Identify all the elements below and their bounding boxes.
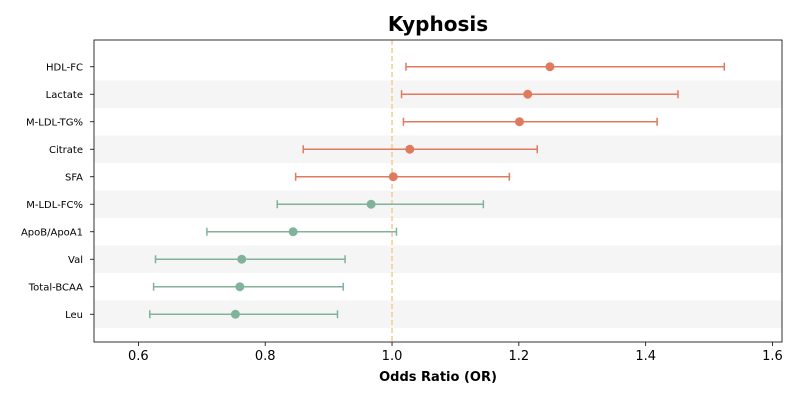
x-tick-label: 0.6: [128, 349, 149, 364]
y-tick-label: Val: [68, 255, 83, 266]
y-tick-label: Total-BCAA: [28, 282, 83, 293]
plot-frame: [93, 39, 783, 343]
y-tick-label: ApoB/ApoA1: [21, 227, 83, 238]
or-point: [230, 309, 240, 319]
x-tick-label: 0.8: [255, 349, 276, 364]
y-tick-label: M-LDL-FC%: [26, 200, 83, 211]
y-tick-label: HDL-FC: [46, 62, 83, 73]
or-point: [237, 254, 247, 264]
y-tick-label: Citrate: [49, 145, 83, 156]
plot-area: HDL-FC Lactate M-LDL-TG% Citrate SFA M-LDL-FC…: [21, 39, 783, 364]
or-point: [235, 282, 245, 292]
chart-title: Kyphosis: [388, 12, 488, 36]
or-point: [405, 144, 415, 154]
or-point: [545, 62, 555, 72]
y-tick-label: Lactate: [46, 90, 83, 101]
or-point: [523, 89, 533, 99]
or-point: [366, 199, 376, 209]
x-tick-label: 1.0: [382, 349, 403, 364]
x-tick-label: 1.4: [635, 349, 656, 364]
y-tick-label: SFA: [65, 172, 83, 183]
x-tick-label: 1.6: [762, 349, 783, 364]
or-point: [388, 172, 398, 182]
y-tick-label: M-LDL-TG%: [26, 117, 83, 128]
x-axis-label: Odds Ratio (OR): [379, 370, 497, 385]
or-point: [514, 117, 524, 127]
x-tick-label: 1.2: [509, 349, 530, 364]
y-tick-label: Leu: [65, 310, 83, 321]
or-point: [288, 227, 298, 237]
